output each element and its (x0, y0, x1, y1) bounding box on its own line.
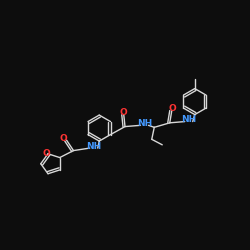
Text: O: O (60, 134, 67, 142)
Text: NH: NH (182, 115, 197, 124)
Text: NH: NH (86, 142, 102, 150)
Text: NH: NH (137, 119, 152, 128)
Text: O: O (42, 149, 50, 158)
Text: O: O (120, 108, 127, 116)
Text: O: O (168, 104, 176, 113)
